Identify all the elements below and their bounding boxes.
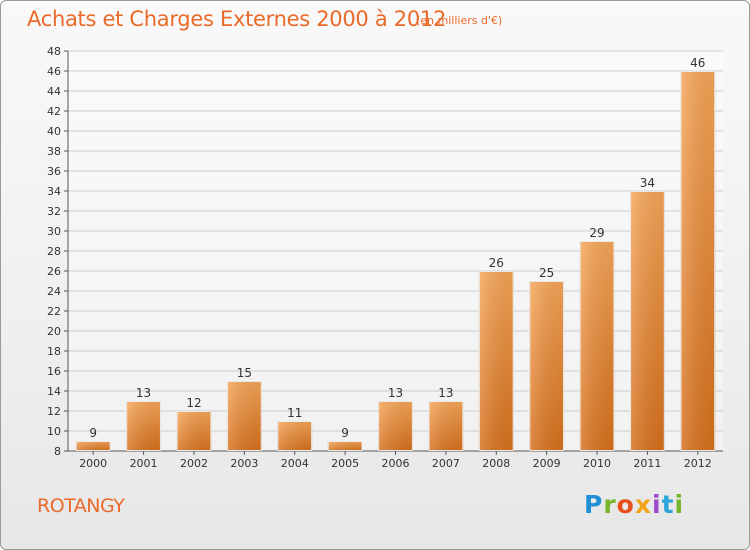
bar-shade	[75, 441, 111, 451]
y-tick-label: 34	[47, 185, 61, 198]
bar-outline	[176, 411, 212, 451]
y-tick-label: 40	[47, 125, 61, 138]
bar-outline	[680, 71, 716, 451]
value-label: 12	[186, 396, 201, 410]
y-tick-label: 18	[47, 345, 61, 358]
bar-shade	[529, 281, 565, 451]
bar-outline	[75, 441, 111, 451]
bar-outline	[126, 401, 161, 451]
y-tick-label: 12	[47, 405, 61, 418]
y-tick-label: 28	[47, 245, 61, 258]
y-tick-label: 48	[47, 45, 61, 58]
bar-outline	[277, 421, 313, 451]
commune-name: ROTANGY	[37, 495, 125, 517]
value-label: 9	[341, 426, 349, 440]
x-tick-label: 2003	[230, 457, 258, 470]
logo-letter: i	[674, 490, 685, 519]
x-tick-label: 2008	[482, 457, 510, 470]
bar-shade	[277, 421, 313, 451]
value-label: 29	[589, 226, 604, 240]
value-label: 15	[237, 366, 252, 380]
y-tick-label: 20	[47, 325, 61, 338]
y-tick-label: 36	[47, 165, 61, 178]
logo-letter: t	[661, 490, 675, 519]
x-tick-label: 2010	[583, 457, 611, 470]
y-tick-label: 44	[47, 85, 61, 98]
logo-letter: o	[616, 490, 635, 519]
x-tick-label: 2011	[633, 457, 661, 470]
y-tick-label: 38	[47, 145, 61, 158]
bar-shade	[226, 381, 262, 451]
x-tick-label: 2002	[180, 457, 208, 470]
logo-letter: P	[584, 490, 604, 519]
y-tick-label: 22	[47, 305, 61, 318]
bar-outline	[478, 271, 514, 451]
logo-letter: x	[634, 490, 652, 519]
bar-outline	[579, 241, 615, 451]
x-tick-label: 2007	[432, 457, 460, 470]
y-tick-label: 24	[47, 285, 61, 298]
y-tick-label: 30	[47, 225, 61, 238]
value-label: 46	[690, 56, 705, 70]
bar-outline	[226, 381, 262, 451]
logo-letter: i	[652, 490, 662, 519]
y-tick-label: 10	[47, 425, 61, 438]
logo-letter: r	[603, 490, 617, 519]
y-tick-label: 42	[47, 105, 61, 118]
bar-shade	[478, 271, 514, 451]
y-tick-label: 46	[47, 65, 61, 78]
bar-shade	[327, 441, 363, 451]
bar-outline	[327, 441, 363, 451]
x-tick-label: 2001	[130, 457, 158, 470]
x-tick-label: 2006	[382, 457, 410, 470]
y-tick-label: 14	[47, 385, 61, 398]
value-label: 13	[136, 386, 151, 400]
value-label: 11	[287, 406, 302, 420]
value-label: 9	[89, 426, 97, 440]
bar-outline	[428, 401, 464, 451]
chart-title: Achats et Charges Externes 2000 à 2012	[27, 7, 447, 31]
bar-shade	[428, 401, 464, 451]
bar-outline	[630, 191, 665, 451]
proxiti-logo: Proxiti	[584, 490, 684, 519]
bar-shade	[579, 241, 615, 451]
x-tick-label: 2005	[331, 457, 359, 470]
x-tick-label: 2009	[533, 457, 561, 470]
x-tick-label: 2004	[281, 457, 309, 470]
chart-subtitle: (en milliers d'€)	[416, 14, 503, 27]
y-tick-label: 16	[47, 365, 61, 378]
bar-shade	[680, 71, 716, 451]
value-label: 13	[388, 386, 403, 400]
x-tick-label: 2000	[79, 457, 107, 470]
bar-outline	[378, 401, 413, 451]
y-tick-label: 8	[54, 445, 61, 458]
bar-shade	[176, 411, 212, 451]
bar-shade	[126, 401, 161, 451]
value-label: 13	[438, 386, 453, 400]
bar-outline	[529, 281, 565, 451]
y-tick-label: 26	[47, 265, 61, 278]
value-label: 34	[640, 176, 655, 190]
value-label: 25	[539, 266, 554, 280]
x-tick-label: 2012	[684, 457, 712, 470]
bar-shade	[630, 191, 665, 451]
value-label: 26	[489, 256, 504, 270]
bar-shade	[378, 401, 413, 451]
y-tick-label: 32	[47, 205, 61, 218]
